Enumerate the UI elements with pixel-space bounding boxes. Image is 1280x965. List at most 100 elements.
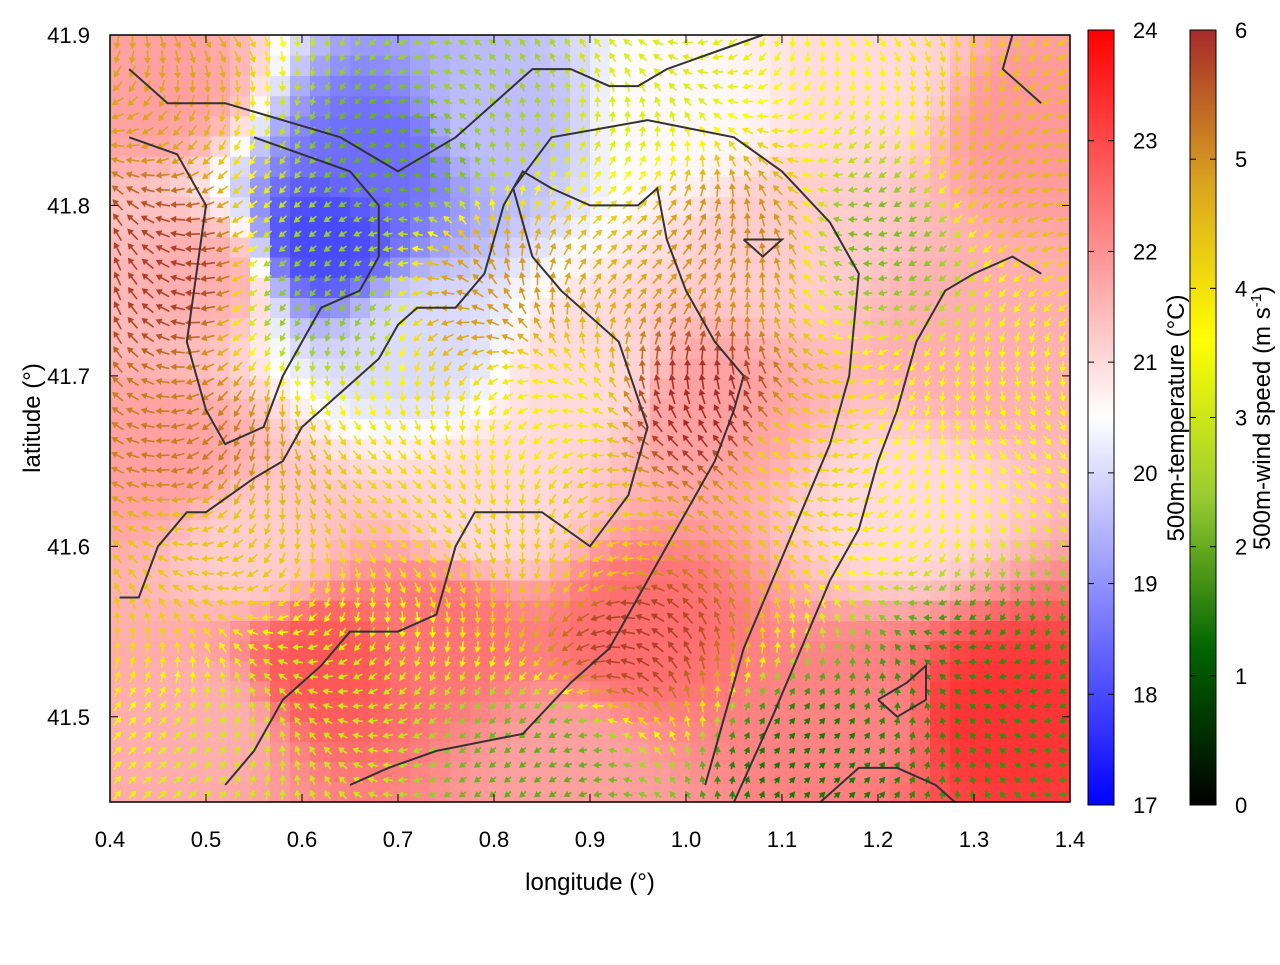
temperature-cell xyxy=(950,115,971,137)
temperature-cell xyxy=(430,418,451,440)
temperature-cell xyxy=(210,337,231,359)
temperature-cell xyxy=(130,721,151,743)
temperature-cell xyxy=(290,479,311,500)
temperature-cell xyxy=(690,378,711,399)
temperature-cell xyxy=(690,135,711,157)
temperature-cell xyxy=(130,418,151,440)
temperature-cell xyxy=(1010,216,1031,238)
temperature-cell xyxy=(270,539,291,561)
temperature-cell xyxy=(250,75,271,97)
temperature-cell xyxy=(770,196,791,218)
temperature-cell xyxy=(270,781,291,803)
temperature-cell xyxy=(550,741,571,763)
temperature-cell xyxy=(150,701,171,722)
temperature-cell xyxy=(190,317,211,339)
temperature-cell xyxy=(550,781,571,803)
temperature-cell xyxy=(110,539,131,561)
temperature-cell xyxy=(230,458,251,480)
temperature-cell xyxy=(290,156,311,177)
temperature-cell xyxy=(210,499,231,520)
temperature-cell xyxy=(1010,559,1031,581)
plot-area xyxy=(110,35,1071,803)
temperature-cell xyxy=(470,458,491,480)
temperature-cell xyxy=(170,721,191,743)
temperature-cell xyxy=(1010,398,1031,420)
temperature-cell xyxy=(330,600,351,621)
temperature-cell xyxy=(530,580,551,601)
temperature-cell xyxy=(810,418,831,440)
temperature-cell xyxy=(1010,317,1031,339)
temperature-cell xyxy=(950,559,971,581)
temperature-cell xyxy=(770,378,791,399)
temperature-cell xyxy=(390,640,411,662)
temperature-cell xyxy=(470,378,491,399)
temperature-cell xyxy=(830,196,851,218)
temperature-cell xyxy=(290,458,311,480)
temperature-cell xyxy=(610,741,631,763)
temperature-cell xyxy=(330,721,351,743)
temperature-cell xyxy=(1030,398,1051,420)
temperature-cell xyxy=(510,135,531,157)
temperature-cell xyxy=(510,559,531,581)
temperature-cell xyxy=(570,701,591,722)
temperature-cell xyxy=(710,580,731,601)
temperature-cell xyxy=(950,216,971,238)
temperature-cell xyxy=(610,438,631,460)
temperature-cell xyxy=(130,479,151,500)
temperature-cell xyxy=(330,95,351,117)
temperature-cell xyxy=(350,35,371,56)
temperature-cell xyxy=(270,277,291,298)
temperature-cell xyxy=(950,680,971,702)
temperature-cell xyxy=(290,337,311,359)
temperature-cell xyxy=(270,236,291,258)
temperature-cell xyxy=(170,95,191,117)
temperature-cell xyxy=(1050,438,1071,460)
temperature-cell xyxy=(270,35,291,56)
temperature-cell xyxy=(830,640,851,662)
temperature-cell xyxy=(1010,337,1031,359)
temperature-cell xyxy=(450,156,471,177)
temperature-cell xyxy=(110,297,131,319)
temperature-cell xyxy=(650,580,671,601)
temperature-cell xyxy=(930,660,951,682)
temperature-cell xyxy=(270,499,291,520)
temperature-cell xyxy=(550,35,571,56)
temperature-cell xyxy=(330,257,351,278)
temperature-cell xyxy=(410,438,431,460)
temperature-cell xyxy=(210,559,231,581)
temperature-cell xyxy=(1050,176,1071,198)
temperature-cell xyxy=(550,196,571,218)
temperature-cell xyxy=(470,196,491,218)
temperature-cell xyxy=(650,438,671,460)
temperature-cell xyxy=(290,257,311,278)
temperature-cell xyxy=(210,458,231,480)
temperature-cell xyxy=(890,721,911,743)
temperature-cell xyxy=(330,559,351,581)
temperature-cell xyxy=(630,135,651,157)
temperature-cell xyxy=(130,458,151,480)
temperature-cell xyxy=(690,680,711,702)
temperature-cell xyxy=(450,781,471,803)
temperature-cell xyxy=(950,156,971,177)
temperature-cell xyxy=(430,519,451,541)
temperature-cell xyxy=(470,156,491,177)
temperature-cell xyxy=(810,95,831,117)
temperature-cell xyxy=(170,600,191,621)
temperature-cell xyxy=(610,680,631,702)
temperature-cell xyxy=(210,398,231,420)
temperature-cell xyxy=(890,438,911,460)
temperature-cell xyxy=(150,317,171,339)
temperature-cell xyxy=(710,135,731,157)
temperature-cell xyxy=(290,317,311,339)
temperature-cell xyxy=(530,539,551,561)
temperature-cell xyxy=(290,741,311,763)
temperature-cell xyxy=(410,620,431,642)
temperature-cell xyxy=(190,559,211,581)
temperature-cell xyxy=(930,458,951,480)
temperature-cell xyxy=(850,398,871,420)
temperature-cell xyxy=(1030,640,1051,662)
temperature-cell xyxy=(1030,479,1051,500)
temperature-cell xyxy=(410,418,431,440)
temperature-cell xyxy=(610,539,631,561)
temperature-cell xyxy=(450,95,471,117)
